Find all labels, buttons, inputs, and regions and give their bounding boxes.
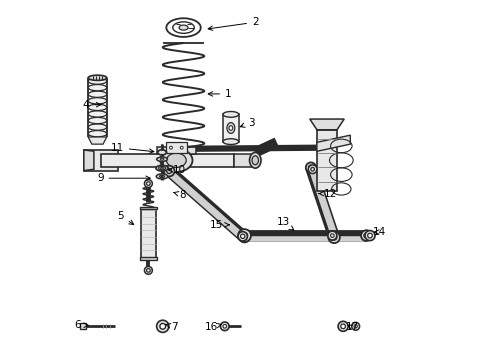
Text: 13: 13 xyxy=(276,217,293,230)
Ellipse shape xyxy=(156,174,167,179)
Bar xyxy=(101,154,233,167)
Ellipse shape xyxy=(242,235,246,240)
Ellipse shape xyxy=(305,162,315,172)
Ellipse shape xyxy=(171,148,182,152)
Ellipse shape xyxy=(88,131,106,137)
Ellipse shape xyxy=(88,104,106,111)
Ellipse shape xyxy=(226,123,234,134)
Text: 17: 17 xyxy=(345,322,358,332)
Bar xyxy=(156,147,196,154)
Ellipse shape xyxy=(367,233,371,238)
Ellipse shape xyxy=(331,235,336,240)
Ellipse shape xyxy=(156,320,168,332)
Ellipse shape xyxy=(328,231,339,243)
Ellipse shape xyxy=(88,111,106,117)
Bar xyxy=(165,142,187,153)
Ellipse shape xyxy=(166,168,171,174)
Ellipse shape xyxy=(337,321,347,331)
Ellipse shape xyxy=(160,167,163,169)
Ellipse shape xyxy=(327,231,336,240)
Text: 6: 6 xyxy=(74,320,88,330)
Text: 2: 2 xyxy=(208,17,258,31)
Polygon shape xyxy=(157,150,166,154)
Ellipse shape xyxy=(160,158,163,160)
Ellipse shape xyxy=(146,182,150,185)
Text: 4: 4 xyxy=(82,100,101,110)
Ellipse shape xyxy=(146,269,150,272)
Bar xyxy=(223,114,238,141)
Bar xyxy=(140,257,156,260)
Text: 16: 16 xyxy=(204,322,221,332)
Ellipse shape xyxy=(156,157,167,161)
Ellipse shape xyxy=(360,230,371,241)
Ellipse shape xyxy=(251,156,258,165)
Ellipse shape xyxy=(353,325,357,328)
Ellipse shape xyxy=(88,98,106,104)
Ellipse shape xyxy=(340,324,345,329)
Ellipse shape xyxy=(228,126,232,130)
Ellipse shape xyxy=(161,176,163,177)
Ellipse shape xyxy=(220,322,228,330)
Ellipse shape xyxy=(364,230,374,240)
Ellipse shape xyxy=(88,124,106,130)
Polygon shape xyxy=(83,150,94,171)
Bar xyxy=(80,323,86,329)
Ellipse shape xyxy=(240,234,244,238)
Ellipse shape xyxy=(351,322,359,330)
Ellipse shape xyxy=(160,323,165,329)
Ellipse shape xyxy=(160,149,192,172)
Polygon shape xyxy=(88,137,106,144)
Ellipse shape xyxy=(166,153,186,167)
Ellipse shape xyxy=(88,91,106,97)
Ellipse shape xyxy=(308,165,316,174)
Ellipse shape xyxy=(88,78,106,84)
Text: 7: 7 xyxy=(165,322,178,332)
Ellipse shape xyxy=(239,232,249,242)
Ellipse shape xyxy=(223,112,238,117)
Text: 15: 15 xyxy=(209,220,229,230)
Ellipse shape xyxy=(158,167,165,170)
Text: 3: 3 xyxy=(240,118,254,128)
Text: 14: 14 xyxy=(371,227,385,237)
Ellipse shape xyxy=(179,25,187,30)
Ellipse shape xyxy=(238,231,247,241)
Bar xyxy=(140,207,156,210)
Bar xyxy=(140,209,156,259)
Polygon shape xyxy=(316,135,349,151)
Ellipse shape xyxy=(88,85,106,91)
Text: 12: 12 xyxy=(318,189,337,199)
Text: 1: 1 xyxy=(208,89,231,99)
Ellipse shape xyxy=(88,117,106,123)
Ellipse shape xyxy=(241,233,247,239)
Text: 9: 9 xyxy=(97,173,150,183)
Text: 11: 11 xyxy=(110,143,154,153)
Ellipse shape xyxy=(156,165,168,171)
Ellipse shape xyxy=(223,139,238,144)
Text: 8: 8 xyxy=(173,190,186,200)
Polygon shape xyxy=(309,119,344,130)
Ellipse shape xyxy=(249,152,261,168)
Bar xyxy=(233,154,255,167)
Ellipse shape xyxy=(144,266,152,274)
Ellipse shape xyxy=(159,175,164,177)
Bar xyxy=(316,130,336,191)
Text: 10: 10 xyxy=(168,165,185,175)
Ellipse shape xyxy=(169,146,172,149)
Ellipse shape xyxy=(163,166,174,176)
Text: 5: 5 xyxy=(117,211,133,225)
Bar xyxy=(83,150,118,171)
Ellipse shape xyxy=(180,146,183,149)
Ellipse shape xyxy=(223,324,226,328)
Ellipse shape xyxy=(157,150,166,155)
Ellipse shape xyxy=(238,229,250,242)
Ellipse shape xyxy=(144,180,152,188)
Ellipse shape xyxy=(88,75,106,80)
